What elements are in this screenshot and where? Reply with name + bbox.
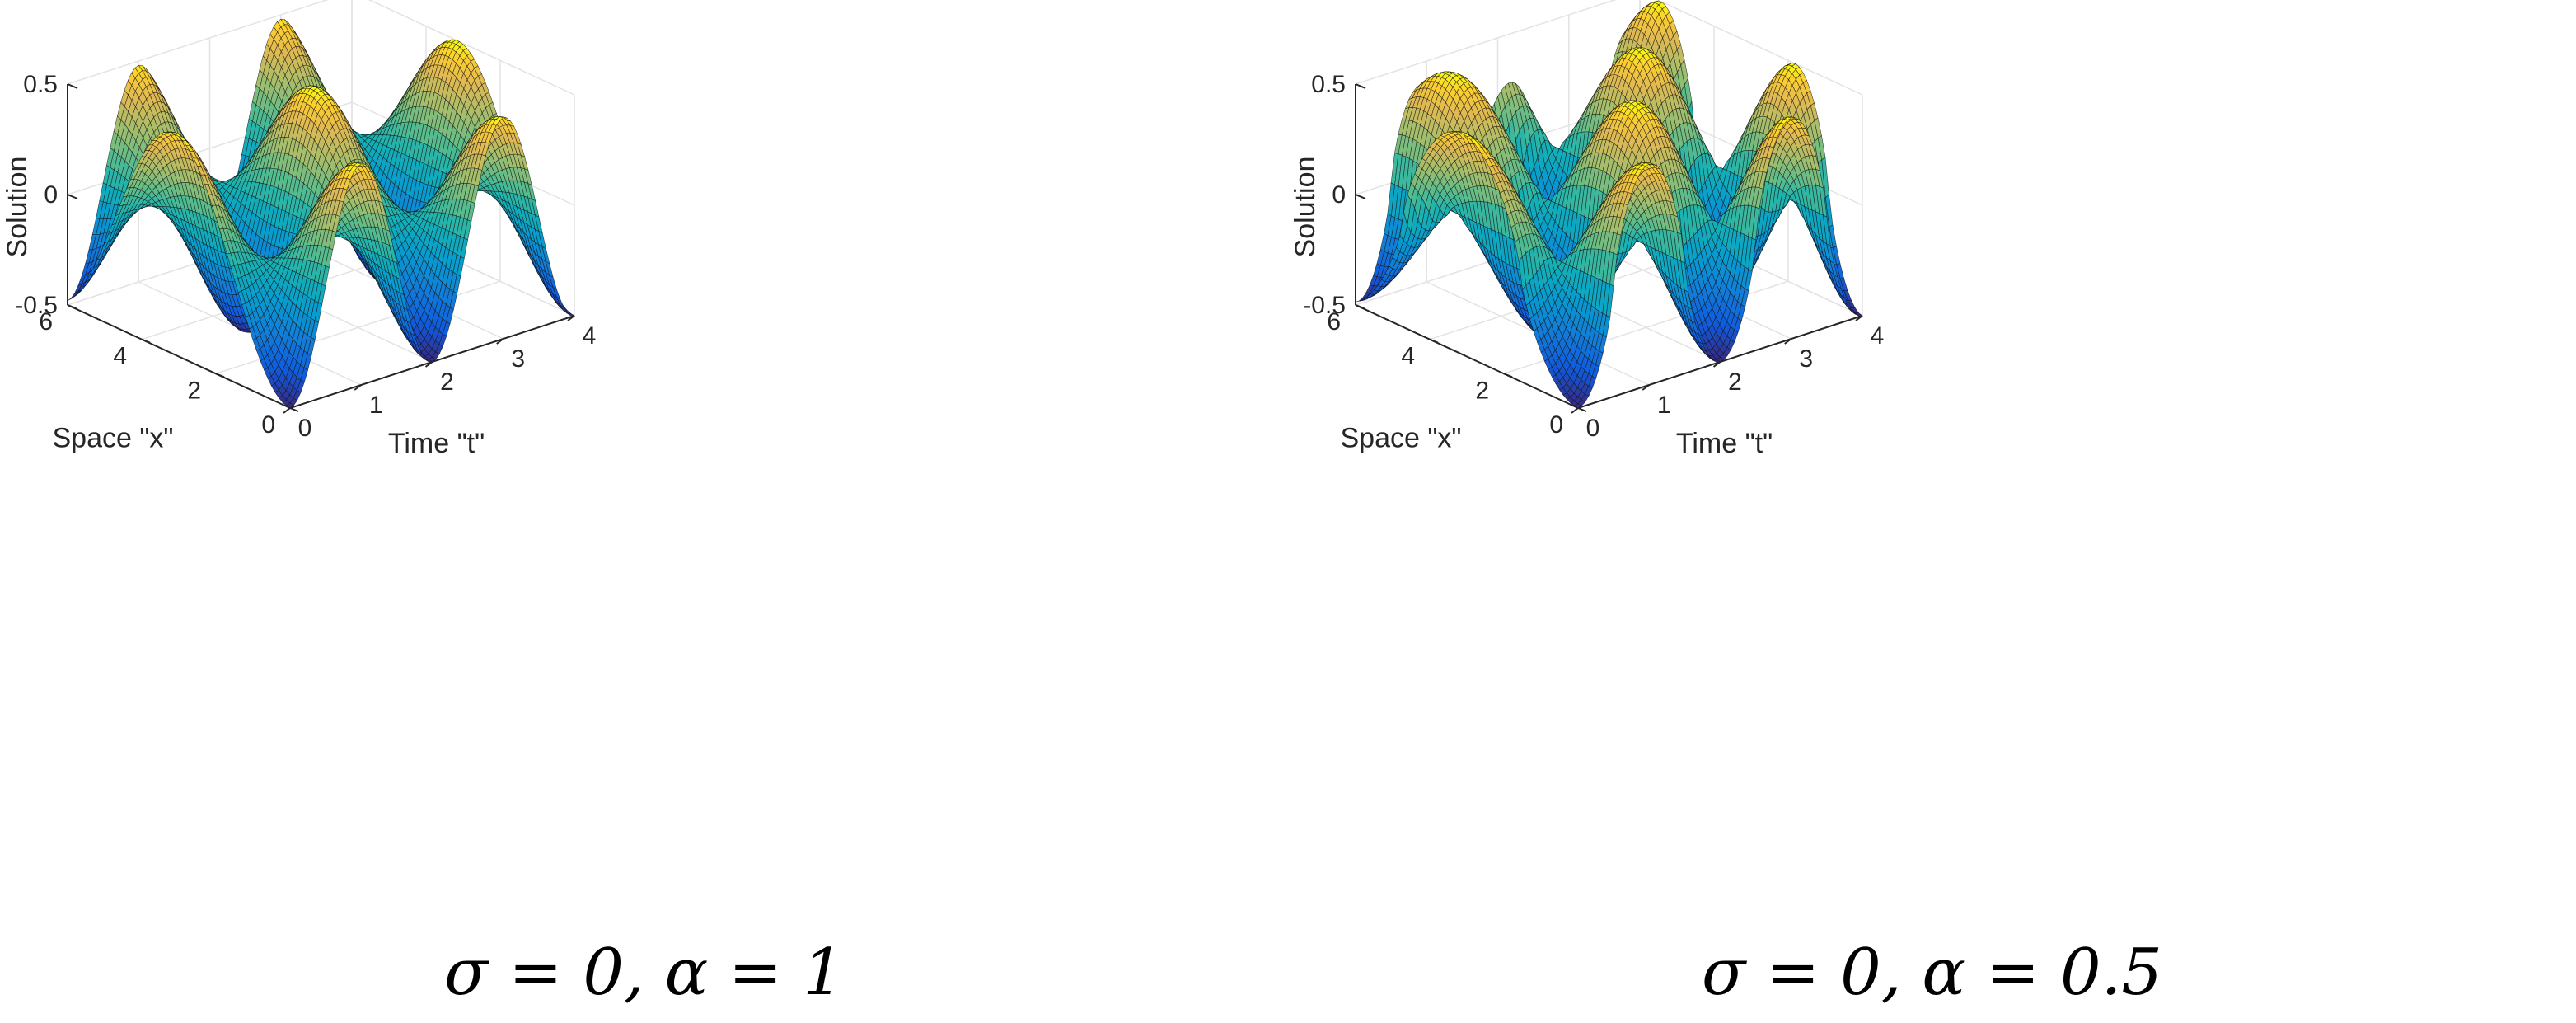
z-tick-label: 0.5 bbox=[23, 71, 58, 98]
surface-mesh bbox=[67, 18, 576, 409]
x-axis-line bbox=[1355, 304, 1579, 409]
x-tick-label: 0 bbox=[261, 411, 275, 439]
surface-mesh bbox=[1355, 0, 1863, 409]
t-tick-mark bbox=[567, 315, 575, 321]
z-tick-label: 0 bbox=[44, 181, 58, 209]
z-tick-mark bbox=[67, 194, 78, 199]
x-tick-mark bbox=[141, 338, 151, 344]
x-axis-label: Space "x" bbox=[53, 423, 174, 454]
x-tick-mark bbox=[215, 373, 225, 378]
z-axis-label: Solution bbox=[2, 157, 33, 258]
axis-labels: Space "x" Time "t" Solution bbox=[2, 157, 485, 459]
t-tick-mark bbox=[354, 384, 362, 391]
t-tick-label: 1 bbox=[369, 392, 383, 419]
z-tick-mark bbox=[67, 83, 78, 89]
t-axis-label: Time "t" bbox=[388, 428, 485, 459]
grid-line bbox=[1656, 0, 1863, 96]
x-tick-mark bbox=[289, 407, 299, 412]
z-tick-label: -0.5 bbox=[15, 292, 58, 319]
x-tick-label: 2 bbox=[187, 377, 201, 404]
t-tick-label: 2 bbox=[440, 368, 454, 396]
t-tick-label: 3 bbox=[511, 345, 525, 373]
t-tick-label: 4 bbox=[583, 322, 597, 350]
t-tick-mark bbox=[283, 407, 291, 414]
surface-plot-alpha-1: 0 2 4 6 0 1 2 3 4 -0.5 0 0.5 Space "x" Time "t" Soluti… bbox=[2, 0, 596, 459]
x-axis-line bbox=[67, 304, 291, 409]
grid-line bbox=[138, 281, 362, 386]
t-tick-mark bbox=[424, 361, 433, 368]
t-tick-mark bbox=[496, 338, 504, 345]
z-tick-mark bbox=[67, 304, 78, 310]
surface-patch bbox=[285, 402, 294, 409]
caption-alpha-1: σ = 0, α = 1 bbox=[444, 936, 844, 1010]
x-tick-label: 6 bbox=[39, 308, 53, 336]
chart-panel-alpha-1: 0 2 4 6 0 1 2 3 4 -0.5 0 0.5 Space "x" Time "t" Soluti… bbox=[2, 0, 844, 1010]
chart-panel-alpha-0-5: 0 2 4 6 0 1 2 3 4 -0.5 0 0.5 Space "x" Time "t" Soluti… bbox=[1288, 0, 2576, 1023]
grid-line bbox=[368, 0, 575, 96]
x-tick-label: 4 bbox=[113, 343, 127, 370]
tick-labels: 0 2 4 6 0 1 2 3 4 -0.5 0 0.5 bbox=[15, 71, 596, 442]
t-tick-label: 0 bbox=[298, 415, 312, 442]
